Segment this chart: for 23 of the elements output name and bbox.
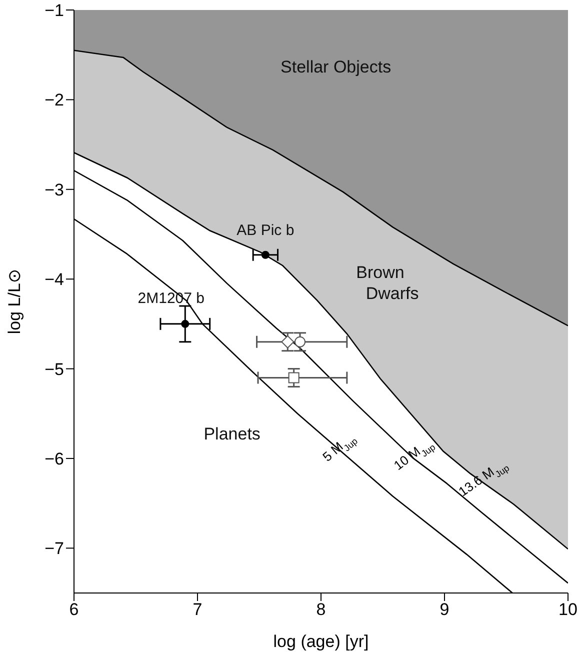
x-tick-label: 9	[440, 600, 450, 620]
x-tick-label: 10	[558, 600, 578, 620]
annotation: Planets	[204, 425, 260, 444]
point	[288, 372, 300, 384]
series-label: AB Pic b	[236, 222, 294, 239]
y-tick-label: −6	[44, 449, 64, 468]
point	[294, 336, 306, 348]
y-tick-label: −4	[44, 270, 64, 290]
annotation: Brown Dwarfs	[356, 263, 419, 304]
y-tick-label: −1	[44, 1, 64, 20]
x-tick-label: 8	[316, 600, 326, 620]
y-tick-label: −2	[44, 90, 64, 110]
x-tick-label: 6	[69, 600, 79, 620]
annotation: Stellar Objects	[280, 58, 392, 77]
y-tick-label: −5	[44, 360, 64, 379]
point	[261, 250, 270, 259]
point	[281, 335, 294, 348]
y-tick-label: −7	[44, 539, 64, 558]
x-tick-label: 7	[192, 600, 202, 620]
point	[181, 320, 190, 328]
y-axis-title: log L/L⊙	[5, 268, 24, 334]
y-tick-label: −3	[44, 180, 64, 200]
x-axis-title: log (age) [yr]	[273, 632, 369, 651]
